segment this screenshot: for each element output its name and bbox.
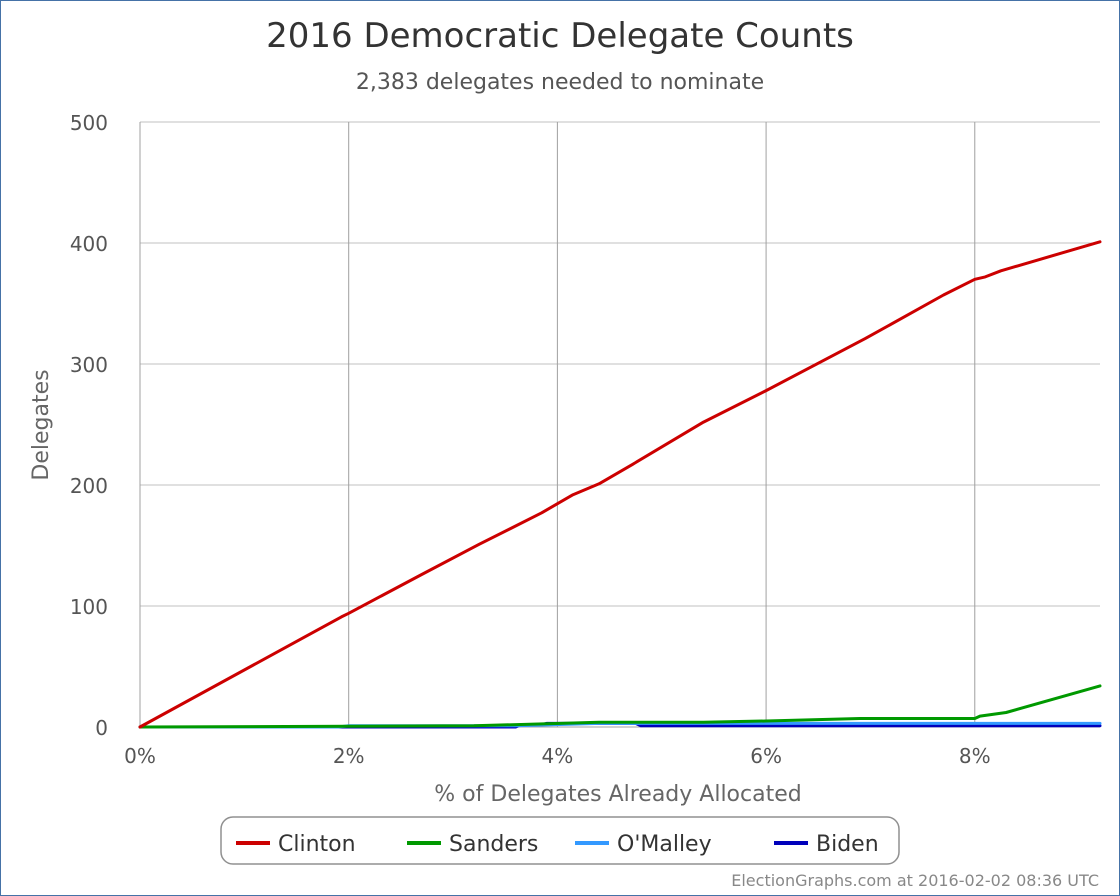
x-tick-label: 6% — [750, 744, 782, 768]
plot-area — [139, 122, 1100, 728]
legend: Clinton Sanders O'Malley Biden — [220, 816, 900, 865]
legend-label: Clinton — [278, 832, 356, 857]
legend-item-biden[interactable]: Biden — [774, 832, 879, 857]
chart-subtitle: 2,383 delegates needed to nominate — [356, 70, 764, 95]
y-axis-label: Delegates — [29, 369, 54, 480]
x-tick-label: 8% — [959, 744, 991, 768]
x-tick-label: 2% — [333, 744, 365, 768]
credit-text: ElectionGraphs.com at 2016-02-02 08:36 U… — [731, 871, 1099, 890]
series-line-sanders — [138, 684, 1102, 729]
chart-title: 2016 Democratic Delegate Counts — [266, 16, 854, 56]
legend-label: O'Malley — [617, 832, 712, 857]
y-tick-label: 200 — [70, 474, 108, 498]
y-tick-label: 100 — [70, 595, 108, 619]
grid — [139, 121, 1100, 728]
x-tick-label: 0% — [124, 744, 156, 768]
y-tick-label: 300 — [70, 353, 108, 377]
series-line-clinton — [138, 240, 1102, 729]
y-tick-label: 400 — [70, 232, 108, 256]
legend-label: Biden — [816, 832, 879, 857]
y-axis-ticks: 0 100 200 300 400 500 — [70, 111, 108, 740]
y-tick-label: 500 — [70, 111, 108, 135]
x-axis-label: % of Delegates Already Allocated — [434, 782, 801, 807]
legend-box — [220, 816, 900, 865]
legend-label: Sanders — [449, 832, 538, 857]
legend-item-clinton[interactable]: Clinton — [236, 832, 356, 857]
x-tick-label: 4% — [542, 744, 574, 768]
legend-item-omalley[interactable]: O'Malley — [575, 832, 712, 857]
legend-item-sanders[interactable]: Sanders — [407, 832, 538, 857]
series-lines — [138, 240, 1102, 729]
y-tick-label: 0 — [95, 716, 108, 740]
x-axis-ticks: 0% 2% 4% 6% 8% — [124, 744, 991, 768]
